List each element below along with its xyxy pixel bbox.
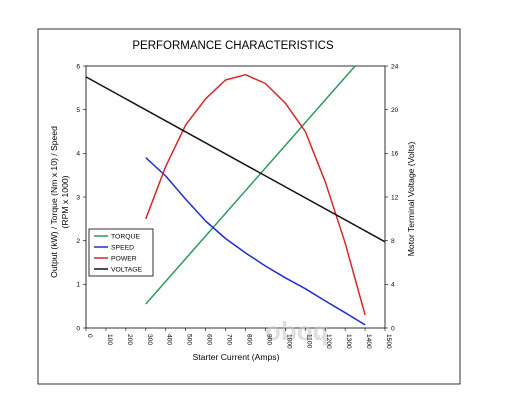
right-axis-label: Motor Terminal Voltage (Volts)	[406, 142, 416, 257]
x-tick-label: 300	[146, 334, 153, 345]
legend-label-voltage: VOLTAGE	[111, 266, 143, 273]
legend-label-speed: SPEED	[111, 244, 134, 251]
legend-label-power: POWER	[111, 255, 137, 262]
x-tick-label: 100	[106, 334, 113, 345]
x-tick-label: 600	[206, 334, 213, 345]
legend-label-torque: TORQUE	[111, 233, 140, 240]
chart-title: PERFORMANCE CHARACTERISTICS	[132, 40, 334, 52]
x-tick-label: 200	[126, 334, 133, 345]
plot-area	[85, 65, 386, 329]
series-line-voltage	[85, 76, 386, 243]
left-tick-label: 4	[76, 151, 80, 158]
left-axis-label-line1: Output (kW) / Torque (Nm x 10) / Speed	[49, 126, 59, 278]
right-tick-label: 16	[391, 151, 399, 158]
series-line-power	[145, 73, 366, 316]
left-tick-label: 1	[76, 282, 80, 289]
right-tick-label: 12	[391, 194, 399, 201]
watermark-text: oboq	[265, 316, 329, 346]
legend-items: TORQUE SPEED POWER VOLTAGE	[94, 233, 143, 273]
watermark: oboq .ru	[265, 316, 329, 346]
series-line-speed	[145, 157, 366, 326]
series-line-torque	[145, 65, 356, 305]
x-axis-label: Starter Current (Amps)	[193, 352, 280, 362]
left-axis-ticks: 0 1 2 3 4 5 6	[76, 63, 86, 332]
left-tick-label: 2	[76, 238, 80, 245]
legend-box	[88, 228, 154, 277]
left-tick-label: 3	[76, 194, 80, 201]
right-tick-label: 4	[391, 282, 395, 289]
x-tick-label: 1200	[325, 334, 332, 349]
x-tick-label: 0	[86, 334, 93, 338]
right-tick-label: 24	[391, 63, 399, 70]
x-tick-label: 500	[186, 334, 193, 345]
watermark-suffix: .ru	[313, 332, 324, 342]
x-tick-label: 700	[226, 334, 233, 345]
x-tick-label: 400	[166, 334, 173, 345]
right-tick-label: 8	[391, 238, 395, 245]
left-tick-label: 0	[76, 325, 80, 332]
x-tick-label: 1100	[305, 334, 312, 349]
x-tick-label: 1300	[345, 334, 352, 349]
series-layer	[85, 65, 386, 326]
right-tick-label: 20	[391, 107, 399, 114]
legend: TORQUE SPEED POWER VOLTAGE	[88, 228, 154, 277]
left-tick-label: 6	[76, 63, 80, 70]
right-axis-ticks: 0 4 8 12 16 20 24	[385, 63, 399, 332]
x-axis-ticks: 0 100 200 300 400 500 600 700 800 900 1000 1100 1200…	[85, 328, 392, 349]
x-tick-label: 800	[245, 334, 252, 345]
x-tick-label: 1400	[365, 334, 372, 349]
x-tick-label: 1500	[385, 334, 392, 349]
right-tick-label: 0	[391, 325, 395, 332]
left-axis-label-line2: (RPM x 1000)	[60, 175, 70, 228]
x-tick-label: 1000	[285, 334, 292, 349]
figure-frame	[37, 28, 461, 385]
x-tick-label: 900	[265, 334, 272, 345]
left-tick-label: 5	[76, 107, 80, 114]
